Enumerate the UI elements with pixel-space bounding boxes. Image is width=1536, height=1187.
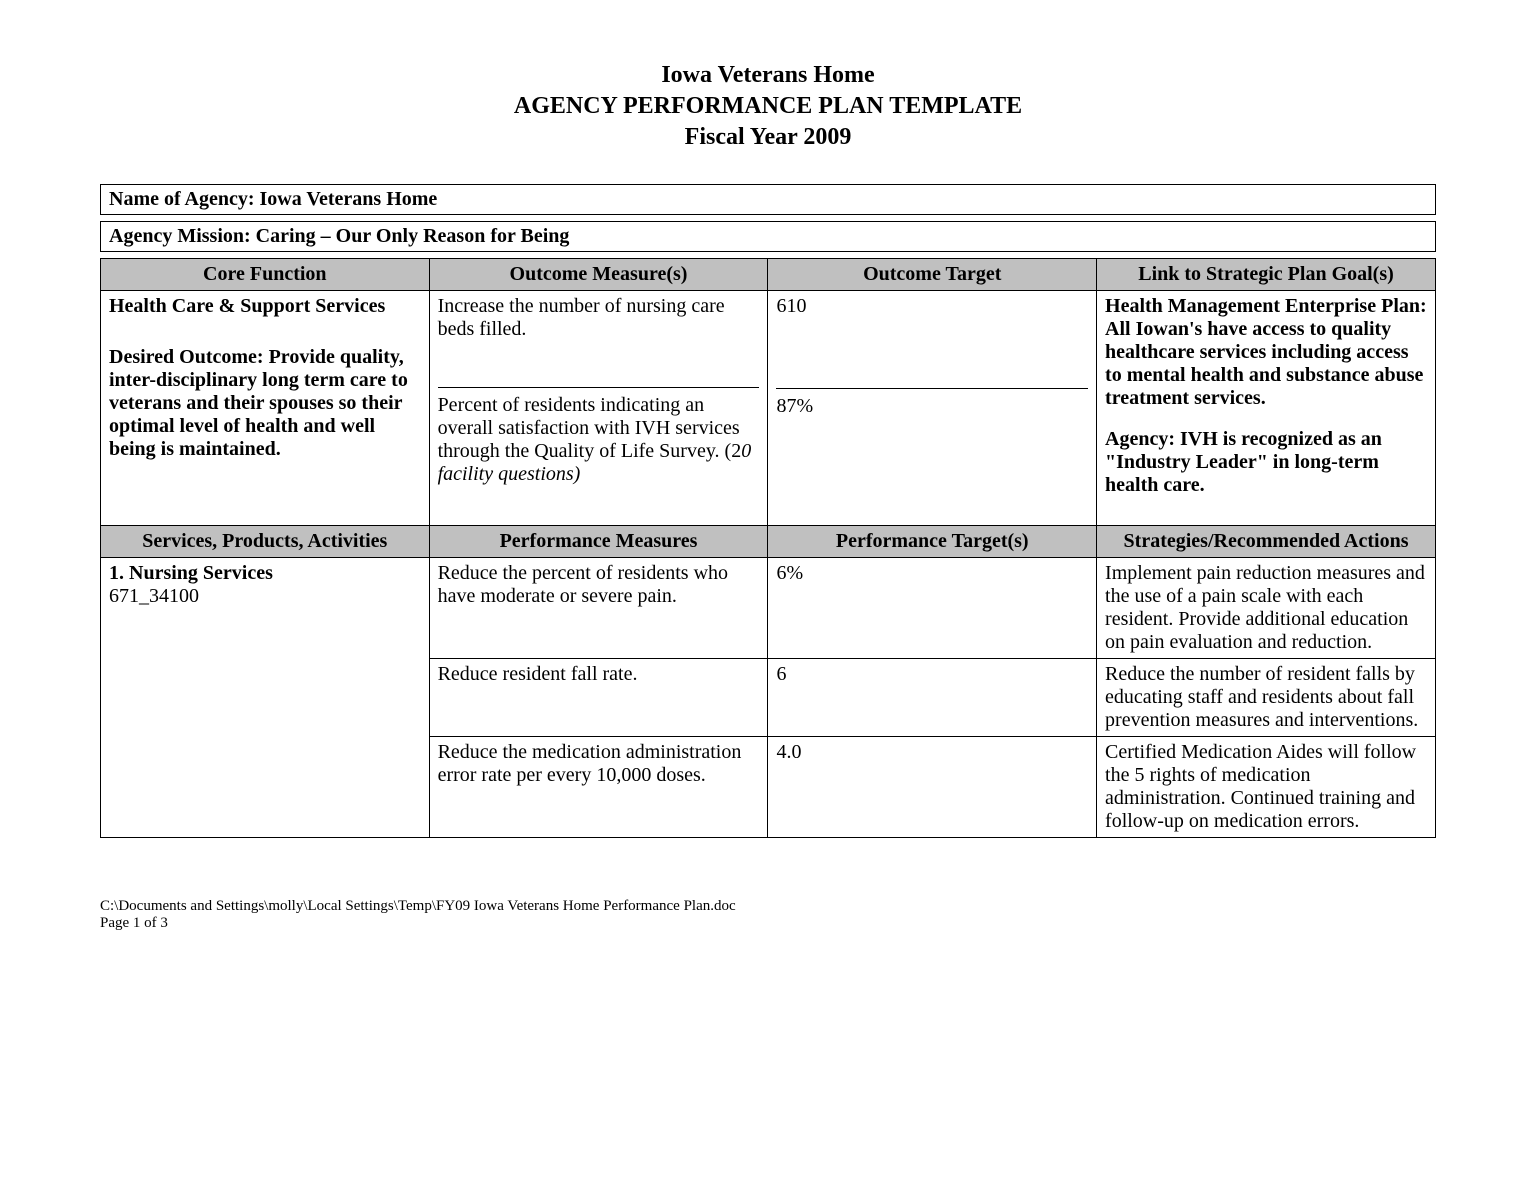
outcome-target-1: 610: [776, 295, 1088, 318]
perf-measure-cell: Reduce the medication administration err…: [429, 736, 768, 837]
perf-target-cell: 4.0: [768, 736, 1097, 837]
link-para-1: Health Management Enterprise Plan: All I…: [1105, 295, 1427, 410]
target-divider: [776, 388, 1088, 389]
perf-measure-cell: Reduce the percent of residents who have…: [429, 557, 768, 658]
agency-name-cell: Name of Agency: Iowa Veterans Home: [101, 184, 1436, 214]
spa-cell: 1. Nursing Services 671_34100: [101, 557, 430, 837]
outcome-measures-cell: Increase the number of nursing care beds…: [429, 290, 768, 525]
footer: C:\Documents and Settings\molly\Local Se…: [100, 898, 1436, 932]
section1-content-row: Health Care & Support Services Desired O…: [101, 290, 1436, 525]
mission-row: Agency Mission: Caring – Our Only Reason…: [101, 221, 1436, 251]
core-function-cell: Health Care & Support Services Desired O…: [101, 290, 430, 525]
desired-outcome-text: Desired Outcome: Provide quality, inter-…: [109, 346, 421, 461]
spacer-row: [101, 214, 1436, 221]
spa-code: 671_34100: [109, 585, 421, 608]
strategy-cell: Reduce the number of resident falls by e…: [1097, 658, 1436, 736]
col-header-link-strategic: Link to Strategic Plan Goal(s): [1097, 258, 1436, 290]
col-header-perf-targets: Performance Target(s): [768, 525, 1097, 557]
core-function-title: Health Care & Support Services: [109, 295, 421, 318]
section1-header-row: Core Function Outcome Measure(s) Outcome…: [101, 258, 1436, 290]
col-header-outcome-measures: Outcome Measure(s): [429, 258, 768, 290]
footer-page: Page 1 of 3: [100, 915, 1436, 932]
header-line2: AGENCY PERFORMANCE PLAN TEMPLATE: [100, 91, 1436, 122]
table-row: 1. Nursing Services 671_34100 Reduce the…: [101, 557, 1436, 658]
perf-target-cell: 6%: [768, 557, 1097, 658]
col-header-core-function: Core Function: [101, 258, 430, 290]
spacer-row: [101, 251, 1436, 258]
outcome-target-cell: 610 87%: [768, 290, 1097, 525]
document-header: Iowa Veterans Home AGENCY PERFORMANCE PL…: [100, 60, 1436, 154]
spa-title: 1. Nursing Services: [109, 562, 421, 585]
strategy-cell: Implement pain reduction measures and th…: [1097, 557, 1436, 658]
col-header-spa: Services, Products, Activities: [101, 525, 430, 557]
footer-path: C:\Documents and Settings\molly\Local Se…: [100, 898, 1436, 915]
outcome-measure-1: Increase the number of nursing care beds…: [438, 295, 760, 341]
measure-divider: [438, 387, 760, 388]
section2-header-row: Services, Products, Activities Performan…: [101, 525, 1436, 557]
link-strategic-cell: Health Management Enterprise Plan: All I…: [1097, 290, 1436, 525]
link-para-2: Agency: IVH is recognized as an "Industr…: [1105, 428, 1427, 497]
col-header-strategies: Strategies/Recommended Actions: [1097, 525, 1436, 557]
perf-target-cell: 6: [768, 658, 1097, 736]
col-header-perf-measures: Performance Measures: [429, 525, 768, 557]
col-header-outcome-target: Outcome Target: [768, 258, 1097, 290]
perf-measure-cell: Reduce resident fall rate.: [429, 658, 768, 736]
plan-table: Name of Agency: Iowa Veterans Home Agenc…: [100, 184, 1436, 838]
strategy-cell: Certified Medication Aides will follow t…: [1097, 736, 1436, 837]
outcome-target-2: 87%: [776, 395, 1088, 418]
outcome-measure-2: Percent of residents indicating an overa…: [438, 394, 760, 486]
mission-cell: Agency Mission: Caring – Our Only Reason…: [101, 221, 1436, 251]
agency-name-row: Name of Agency: Iowa Veterans Home: [101, 184, 1436, 214]
header-line1: Iowa Veterans Home: [100, 60, 1436, 91]
header-line3: Fiscal Year 2009: [100, 122, 1436, 153]
